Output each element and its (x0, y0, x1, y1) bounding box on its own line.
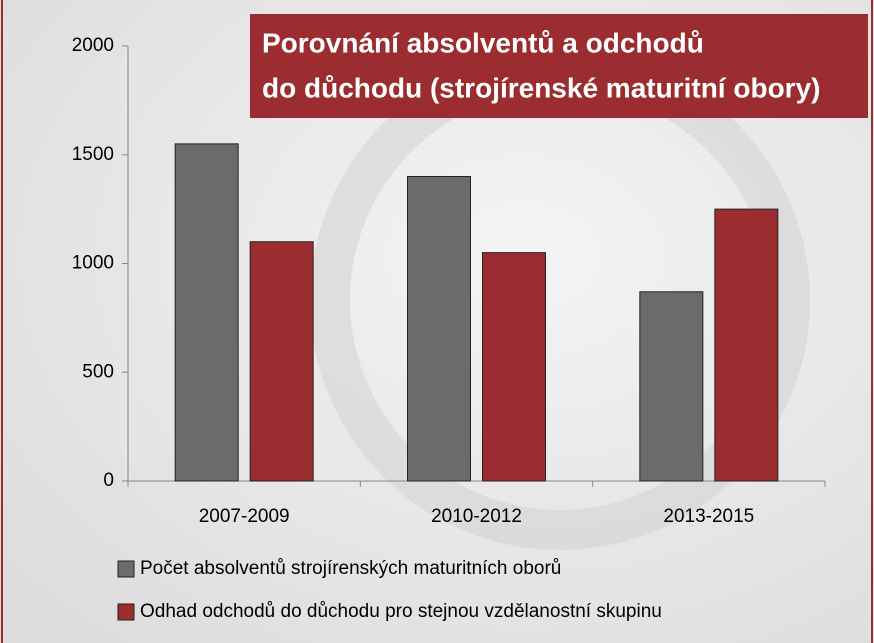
y-tick-label: 1000 (72, 253, 114, 274)
chart-title: Porovnání absolventů a odchodů (262, 27, 704, 58)
bar (175, 144, 238, 481)
x-tick-label: 2013-2015 (663, 506, 754, 527)
border (1, 0, 3, 643)
y-tick-label: 0 (103, 470, 114, 491)
y-tick-label: 1500 (72, 144, 114, 165)
legend-label: Počet absolventů strojírenských maturitn… (140, 558, 561, 579)
x-tick-label: 2007-2009 (199, 506, 290, 527)
legend-swatch (118, 561, 134, 577)
bar (250, 242, 313, 481)
chart-title: do důchodu (strojírenské maturitní obory… (262, 72, 820, 103)
x-tick-label: 2010-2012 (431, 506, 522, 527)
legend-label: Odhad odchodů do důchodu pro stejnou vzd… (140, 601, 662, 622)
chart: Porovnání absolventů a odchodů do důchod… (0, 0, 874, 643)
y-tick-label: 500 (82, 361, 114, 382)
legend-swatch (118, 604, 134, 620)
y-tick-label: 2000 (72, 35, 114, 56)
bar (483, 253, 546, 481)
border (871, 0, 873, 643)
bar (640, 292, 703, 481)
bar (715, 209, 778, 481)
bar (408, 177, 471, 482)
